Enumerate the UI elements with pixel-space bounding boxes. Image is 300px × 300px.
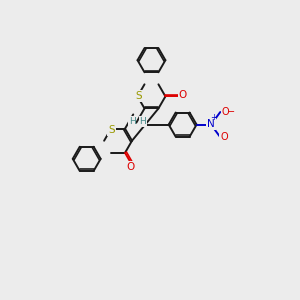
Text: −: − xyxy=(227,107,236,117)
Text: O: O xyxy=(179,90,187,100)
Text: +: + xyxy=(211,113,218,122)
Text: S: S xyxy=(135,91,142,101)
Text: O: O xyxy=(220,132,228,142)
Text: O: O xyxy=(127,162,135,172)
Text: S: S xyxy=(108,125,115,135)
Text: H: H xyxy=(129,117,135,126)
Text: H: H xyxy=(140,117,146,126)
Text: N: N xyxy=(207,119,215,129)
Text: O: O xyxy=(222,107,230,117)
